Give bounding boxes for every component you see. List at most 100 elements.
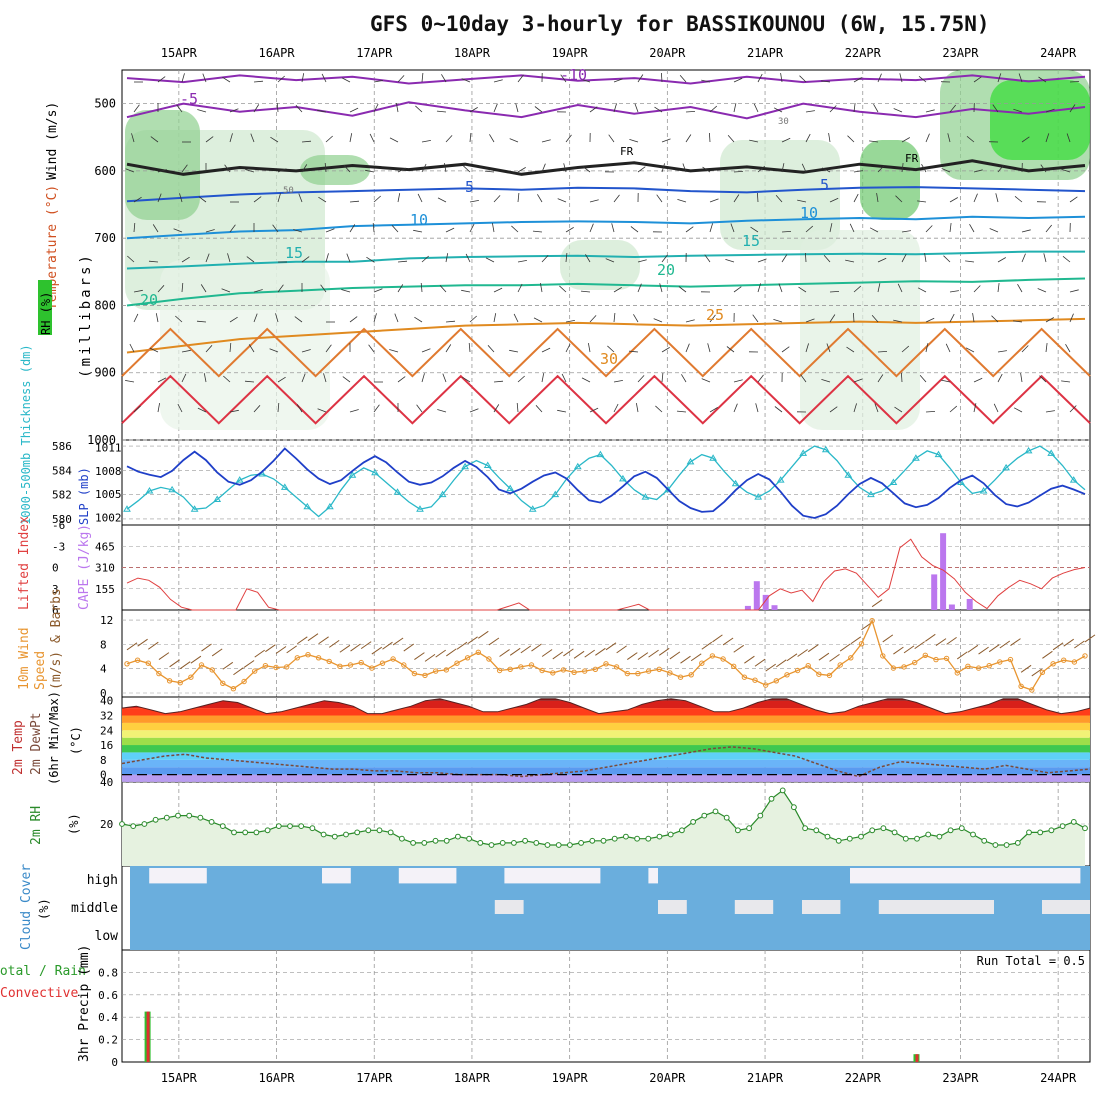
wind-speed-marker xyxy=(656,666,662,672)
wind-barb xyxy=(563,163,567,173)
wind-barb xyxy=(181,349,191,353)
rh-marker xyxy=(175,812,181,819)
wind-barb xyxy=(725,259,735,263)
rh-marker xyxy=(690,819,696,825)
wind-barb-10m xyxy=(893,646,904,655)
ylabel-temp-2: 2m DewPt xyxy=(29,712,44,775)
wind-barb xyxy=(781,346,790,353)
wind-barb xyxy=(516,402,519,413)
rh-marker xyxy=(320,831,327,838)
wind-barb xyxy=(973,169,983,173)
wind-barb xyxy=(541,255,549,263)
wind-barb xyxy=(869,227,879,233)
rh-marker xyxy=(376,827,383,834)
wind-barb xyxy=(468,342,471,353)
li-axis: Lifted Index xyxy=(17,516,32,610)
rh-blob xyxy=(300,155,370,185)
wind-speed-marker xyxy=(582,668,588,674)
wind-barb xyxy=(613,78,623,83)
wind-speed-marker xyxy=(1082,653,1088,659)
cloud-row-label: high xyxy=(87,873,118,888)
wind-barb-10m xyxy=(988,644,1000,653)
wind-barb xyxy=(205,253,210,263)
wind-barb xyxy=(487,345,495,353)
slp-tick: 1002 xyxy=(95,511,122,524)
date-label-top: 23APR xyxy=(942,46,979,60)
rh-marker xyxy=(1059,823,1066,829)
temp-band xyxy=(122,737,1090,746)
wind-barb-10m xyxy=(829,653,840,662)
wind-barb xyxy=(1037,288,1047,293)
wind-barb xyxy=(997,283,1000,293)
wind-barb xyxy=(605,258,615,263)
wind-speed-marker xyxy=(475,649,481,655)
wind-barb xyxy=(1017,284,1023,293)
rh-marker xyxy=(914,835,920,842)
rh-marker xyxy=(253,829,260,836)
wind-barb xyxy=(853,378,863,383)
wind-barb xyxy=(421,72,424,83)
wind-barb xyxy=(1013,407,1023,413)
wind-barb xyxy=(877,283,881,293)
wind-barb xyxy=(1045,317,1054,323)
wind-barb-10m xyxy=(467,636,478,645)
wind-barb xyxy=(152,224,159,233)
rh-marker xyxy=(365,827,372,834)
precip-tick: 0.2 xyxy=(98,1034,118,1047)
wind-barb xyxy=(829,223,833,233)
date-label-bottom: 17APR xyxy=(356,1071,393,1085)
wind-barb xyxy=(275,313,279,323)
wind-speed-marker xyxy=(752,677,758,683)
date-label-bottom: 22APR xyxy=(845,1071,882,1085)
wind-barb xyxy=(229,133,233,143)
wind-barb xyxy=(253,289,263,293)
wind-barb xyxy=(853,77,862,83)
wind-barb xyxy=(966,135,975,143)
wind-barb-10m xyxy=(818,652,830,661)
rh-marker xyxy=(600,837,607,844)
wind-barb xyxy=(176,104,183,113)
wind-speed-marker xyxy=(528,662,535,668)
wind-barb xyxy=(877,165,885,173)
wind-speed-marker xyxy=(901,664,907,670)
precip-tick: 0.6 xyxy=(98,989,118,1002)
wind-speed-marker xyxy=(369,665,375,671)
wind-speed-marker xyxy=(518,664,524,670)
cape-bar xyxy=(966,599,973,610)
wind-barb xyxy=(397,193,401,203)
wind-barb xyxy=(341,289,351,293)
wind-barb xyxy=(493,287,503,293)
cape-bar xyxy=(940,533,947,610)
wind-barb xyxy=(1069,289,1079,293)
wind-barb-10m xyxy=(797,649,808,657)
wind-speed-marker xyxy=(794,667,801,674)
thickness-marker xyxy=(235,476,244,483)
wind-barb xyxy=(493,79,503,83)
precip-bar-conv xyxy=(915,1054,919,1062)
isotherm-label: 15 xyxy=(742,232,760,250)
date-label-bottom: 16APR xyxy=(258,1071,295,1085)
wind-barb-10m xyxy=(946,636,957,645)
wind-barb xyxy=(949,405,958,413)
wind-barb xyxy=(993,403,999,413)
wind-barb-10m xyxy=(509,647,521,656)
wind-barb-10m xyxy=(169,659,180,668)
rh-marker xyxy=(992,842,999,848)
wind-barb-10m xyxy=(605,642,617,651)
wind-barb xyxy=(565,227,574,233)
wind-barb xyxy=(372,222,375,233)
wind-barb xyxy=(661,72,663,83)
thickness-marker xyxy=(145,487,154,494)
wind-barb xyxy=(493,195,501,203)
rh2m-axis-2: (%) xyxy=(67,813,81,835)
wind-barb-10m xyxy=(158,652,170,660)
wind-barb xyxy=(589,199,599,203)
rh-marker xyxy=(287,823,293,829)
wind-speed-marker xyxy=(773,678,779,684)
wind-barb-10m xyxy=(839,643,851,652)
wind-barb xyxy=(133,289,143,293)
wind-barb xyxy=(469,223,475,233)
wind-barb xyxy=(157,285,165,293)
wind-barb xyxy=(733,103,737,113)
wind-barb xyxy=(733,379,743,383)
